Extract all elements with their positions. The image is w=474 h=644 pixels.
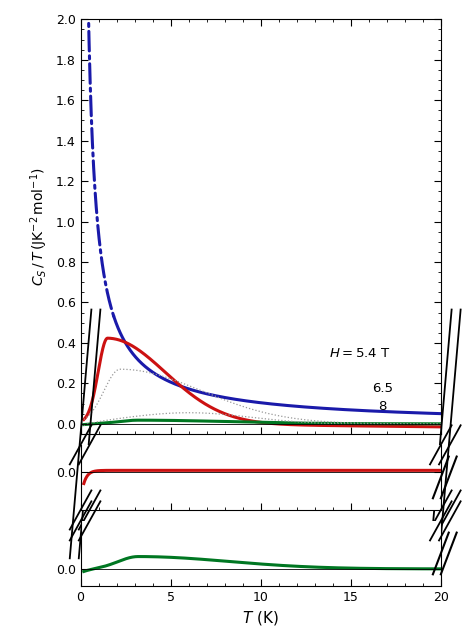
- Y-axis label: $C_S\,/\,T\,(\mathrm{JK}^{-2}\,\mathrm{mol}^{-1})$: $C_S\,/\,T\,(\mathrm{JK}^{-2}\,\mathrm{m…: [28, 167, 50, 286]
- X-axis label: $T$ (K): $T$ (K): [242, 609, 279, 627]
- Text: 8: 8: [378, 400, 386, 413]
- Text: $H = 5.4\ \mathrm{T}$: $H = 5.4\ \mathrm{T}$: [329, 347, 391, 360]
- Text: 6.5: 6.5: [373, 383, 393, 395]
